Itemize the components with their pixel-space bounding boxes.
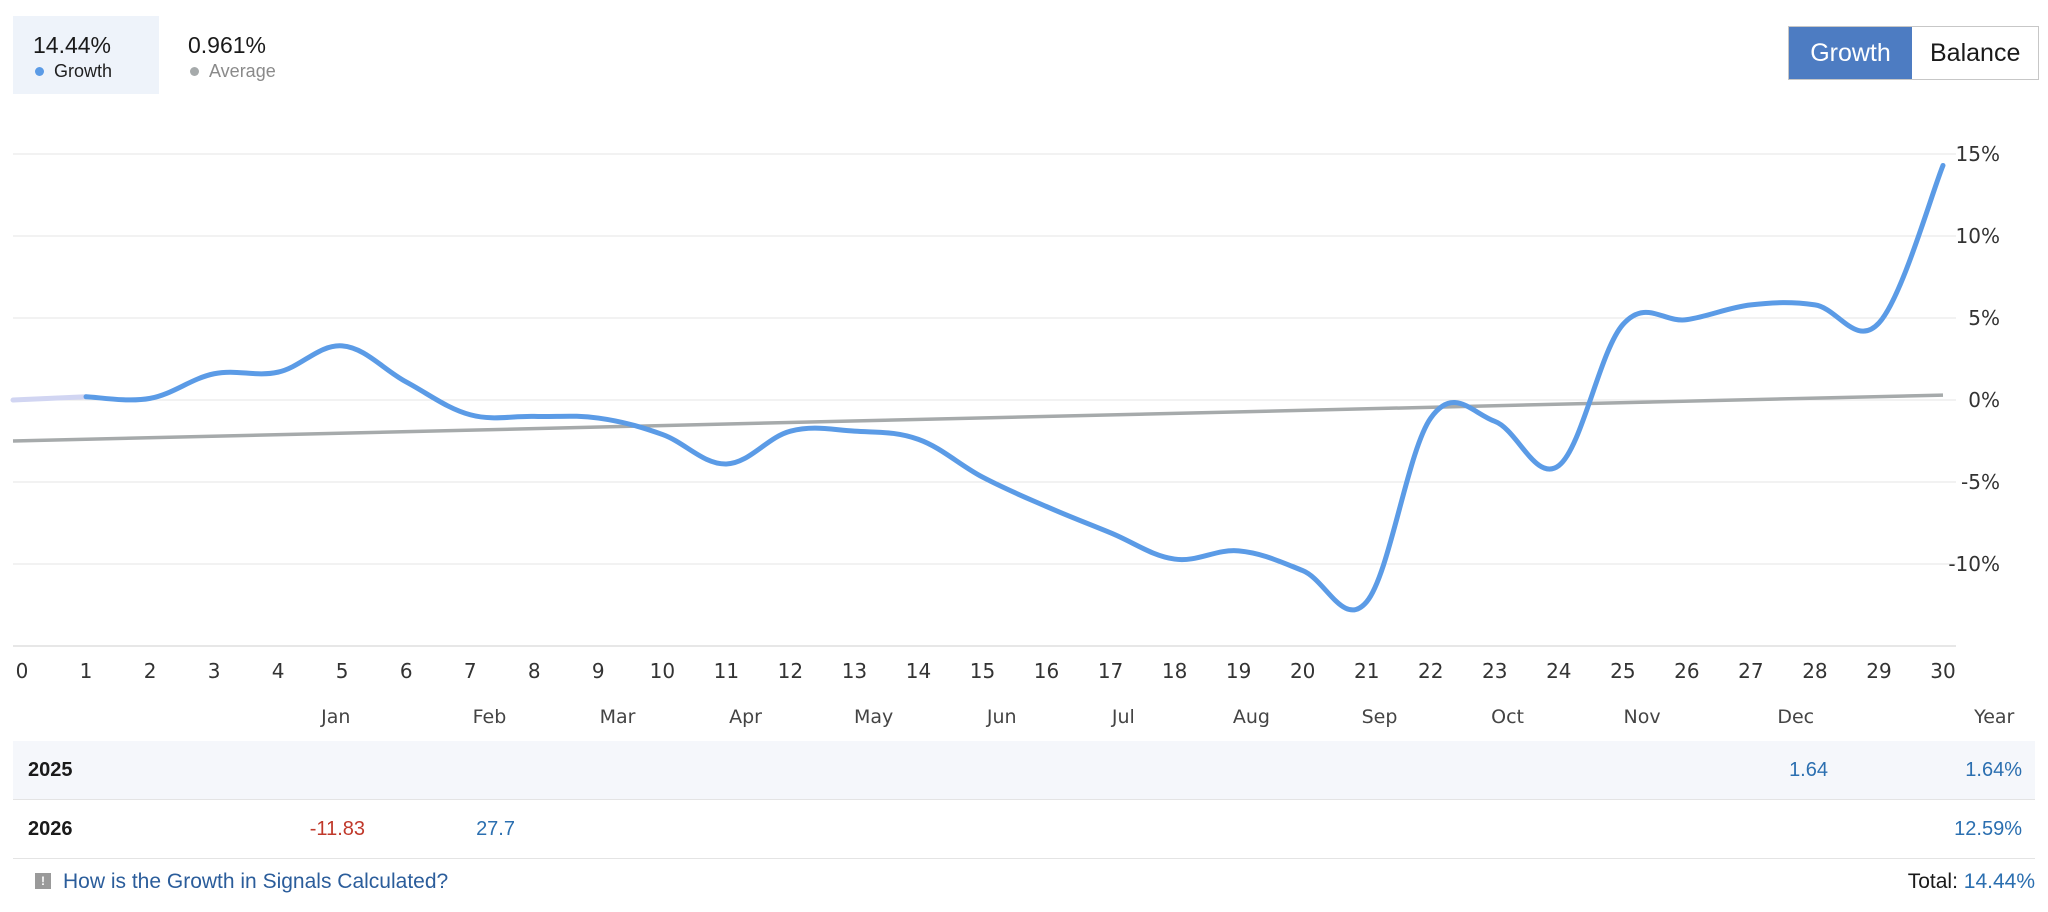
- average-stat-label-text: Average: [209, 61, 276, 81]
- growth-help-link[interactable]: How is the Growth in Signals Calculated?: [63, 870, 449, 893]
- balance-tab-button[interactable]: Balance: [1912, 27, 2038, 79]
- month-label: Apr: [729, 706, 762, 728]
- x-tick-label: 9: [592, 659, 605, 683]
- y-tick-label: -10%: [1948, 552, 2000, 576]
- x-tick-label: 29: [1866, 659, 1891, 683]
- total-value: 14.44%: [1963, 870, 2035, 893]
- growth-dot-icon: [35, 66, 44, 76]
- growth-stat-box[interactable]: 14.44% Growth: [13, 16, 159, 94]
- month-cell: 27.7: [476, 818, 515, 840]
- x-tick-label: 16: [1034, 659, 1059, 683]
- x-tick-label: 13: [842, 659, 867, 683]
- x-tick-label: 21: [1354, 659, 1379, 683]
- year-cell: 2025: [28, 759, 73, 781]
- y-tick-label: 10%: [1956, 224, 2000, 248]
- chart-footer: ! How is the Growth in Signals Calculate…: [13, 870, 2035, 900]
- x-tick-label: 22: [1418, 659, 1443, 683]
- year-total-cell: 12.59%: [1954, 818, 2022, 840]
- growth-series-layer: [10, 162, 1946, 613]
- month-label: Oct: [1491, 706, 1524, 728]
- year-cell: 2026: [28, 818, 73, 840]
- chart-mode-toggle: Growth Balance: [1788, 26, 2039, 80]
- growth-start-segment: [10, 394, 89, 403]
- growth-chart: 15%10%5%0%-5%-10% 0 1 2 3 4 5 6 7 8 9 10 11 12 13 14 15…: [10, 142, 2015, 728]
- grid-layer: [13, 153, 1956, 647]
- x-tick-label: 24: [1546, 659, 1571, 683]
- average-dot-icon: [190, 66, 199, 76]
- month-label: Nov: [1623, 706, 1660, 728]
- x-tick-label: 15: [970, 659, 995, 683]
- x-tick-label: 28: [1802, 659, 1827, 683]
- row-divider: [13, 858, 2035, 859]
- average-series-layer: [12, 393, 1944, 443]
- x-tick-label: 0: [16, 659, 29, 683]
- y-tick-label: 5%: [1968, 306, 2000, 330]
- x-tick-label: 6: [400, 659, 413, 683]
- row-divider: [13, 799, 2035, 800]
- x-tick-label: 19: [1226, 659, 1251, 683]
- x-tick-label: 12: [778, 659, 803, 683]
- average-stat-label: Average: [188, 60, 288, 82]
- table-row: 2026 -11.83 27.7 12.59%: [13, 800, 2035, 858]
- average-stat-value: 0.961%: [188, 32, 267, 58]
- month-label: Year: [1973, 706, 2014, 728]
- y-tick-label: 15%: [1956, 142, 2000, 166]
- x-tick-label: 17: [1098, 659, 1123, 683]
- month-cell: 1.64: [1789, 759, 1828, 781]
- x-tick-label: 7: [464, 659, 477, 683]
- year-total-cell: 1.64%: [1965, 759, 2022, 781]
- month-label: Feb: [473, 706, 507, 728]
- month-label: May: [854, 706, 893, 728]
- x-tick-label: 3: [208, 659, 221, 683]
- total-summary: Total: 14.44%: [1908, 870, 2035, 894]
- x-tick-label: 5: [336, 659, 349, 683]
- month-label: Sep: [1362, 706, 1398, 728]
- x-tick-label: 8: [528, 659, 541, 683]
- x-tick-label: 30: [1930, 659, 1955, 683]
- x-tick-label: 10: [650, 659, 675, 683]
- growth-stat-label: Growth: [33, 60, 139, 82]
- month-label: Jan: [320, 706, 350, 728]
- total-label: Total:: [1907, 870, 1958, 893]
- growth-stat-value: 14.44%: [33, 32, 112, 58]
- x-tick-label: 27: [1738, 659, 1763, 683]
- x-tick-label: 1: [80, 659, 93, 683]
- x-tick-label: 2: [144, 659, 157, 683]
- average-stat-box[interactable]: 0.961% Average: [168, 16, 308, 94]
- month-label: Aug: [1233, 706, 1270, 728]
- month-cell: -11.83: [309, 818, 365, 840]
- x-tick-label: 11: [714, 659, 739, 683]
- month-label: Dec: [1777, 706, 1814, 728]
- x-axis-ticks: 0 1 2 3 4 5 6 7 8 9 10 11 12 13 14 15 16 17 18 19 20 21 22 23 24…: [16, 659, 1956, 683]
- growth-tab-button[interactable]: Growth: [1789, 27, 1912, 79]
- x-tick-label: 26: [1674, 659, 1699, 683]
- y-tick-label: -5%: [1961, 470, 2000, 494]
- x-tick-label: 14: [906, 659, 931, 683]
- x-tick-label: 25: [1610, 659, 1635, 683]
- x-tick-label: 20: [1290, 659, 1315, 683]
- y-tick-label: 0%: [1968, 388, 2000, 412]
- average-line: [12, 393, 1944, 443]
- x-tick-label: 23: [1482, 659, 1507, 683]
- table-row: 2025 1.64 1.64%: [13, 741, 2035, 799]
- month-label: Jul: [1111, 706, 1135, 728]
- info-icon: !: [35, 873, 51, 889]
- month-labels: Jan Feb Mar Apr May Jun Jul Aug Sep Oct Nov Dec Year: [320, 706, 2014, 728]
- month-label: Jun: [986, 706, 1017, 728]
- growth-line: [83, 162, 1946, 613]
- x-tick-label: 18: [1162, 659, 1187, 683]
- y-axis-ticks: 15% 10% 5% 0% -5% -10%: [1948, 142, 2000, 576]
- growth-stat-label-text: Growth: [54, 61, 113, 81]
- month-label: Mar: [600, 706, 636, 728]
- x-tick-label: 4: [272, 659, 285, 683]
